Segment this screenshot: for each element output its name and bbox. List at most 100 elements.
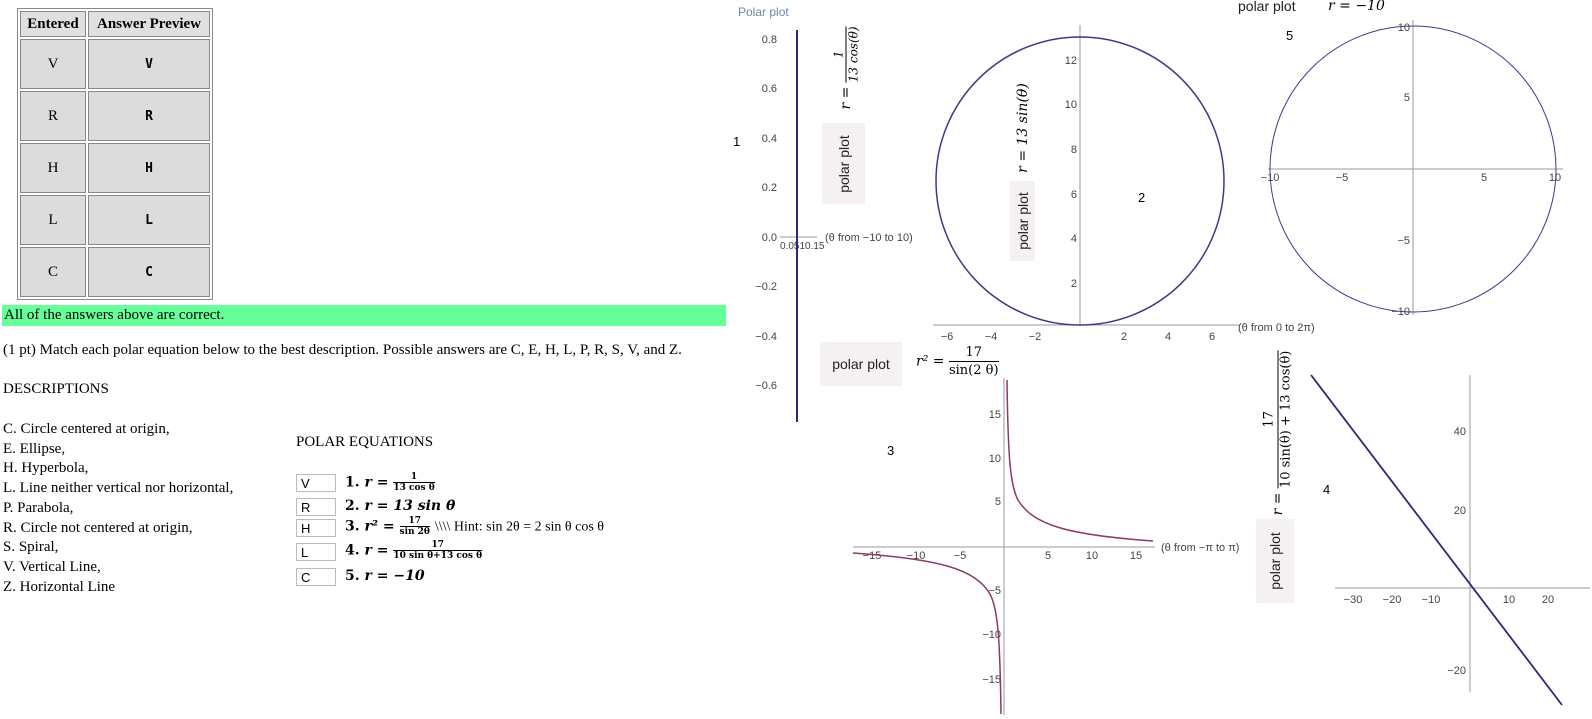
ytick: −15 bbox=[982, 674, 1001, 686]
plot-1-yticks: 0.8 0.6 0.4 0.2 0.0 −0.2 −0.4 −0.6 bbox=[755, 34, 777, 392]
answer-input-3[interactable]: H bbox=[296, 519, 336, 537]
description-item: C. Circle centered at origin, bbox=[3, 421, 170, 437]
plot-4: 40 20 −20 −30 −20 −10 10 20 bbox=[1310, 374, 1590, 706]
fraction-denominator: sin(2 θ) bbox=[948, 363, 999, 378]
plot-2: 12 10 8 6 4 2 −6 −4 −2 2 4 6 (θ from 0 t… bbox=[933, 25, 1315, 343]
xtick: −15 bbox=[863, 550, 882, 562]
answer-input-1[interactable]: V bbox=[296, 474, 336, 492]
ytick: −10 bbox=[1391, 306, 1410, 318]
xtick: −4 bbox=[985, 331, 998, 343]
entered-cell: L bbox=[20, 195, 86, 245]
equation-number: 3. bbox=[345, 518, 360, 535]
fraction-denominator: 10 sin θ+13 cos θ bbox=[393, 551, 483, 561]
plot-number-5: 5 bbox=[1286, 28, 1294, 43]
xtick: 20 bbox=[1542, 594, 1554, 606]
xtick: −6 bbox=[941, 331, 954, 343]
polar-plot-button-4[interactable]: polar plot bbox=[1256, 519, 1294, 603]
ytick: 0.8 bbox=[762, 34, 777, 46]
plot-2-xticks: −6 −4 −2 2 4 6 bbox=[941, 331, 1215, 343]
xtick: 15 bbox=[1130, 550, 1142, 562]
plot-5-equation: r = −10 bbox=[1328, 0, 1385, 14]
equation-lhs: r = bbox=[1269, 492, 1286, 515]
fraction-denominator: 13 cos θ bbox=[393, 483, 435, 493]
curve-hyperbola-lower bbox=[852, 552, 1002, 715]
equation-number: 2. bbox=[345, 498, 360, 514]
plot-number-2: 2 bbox=[1138, 190, 1146, 205]
xtick: 10 bbox=[1503, 594, 1515, 606]
ytick: 0.4 bbox=[762, 133, 777, 145]
description-item: Z. Horizontal Line bbox=[3, 578, 116, 595]
ytick: 5 bbox=[1404, 92, 1410, 104]
ytick: −5 bbox=[1397, 235, 1410, 247]
ytick: 4 bbox=[1071, 233, 1077, 245]
equation-2: 2. r = 13 sin θ bbox=[345, 498, 455, 514]
xtick: −10 bbox=[1422, 594, 1441, 606]
plot-5-yticks: 10 5 −5 −10 bbox=[1391, 22, 1410, 318]
description-item: H. Hyperbola, bbox=[3, 460, 89, 477]
equation-fraction: 1 13 cos θ bbox=[393, 472, 435, 493]
xtick: 10 bbox=[1086, 550, 1098, 562]
fraction-numerator: 17 bbox=[1261, 350, 1278, 488]
equation-number: 1. bbox=[345, 474, 360, 491]
ytick: 20 bbox=[1454, 505, 1466, 517]
plot-5: 10 5 −5 −10 −10 −5 5 10 bbox=[1261, 20, 1563, 318]
xtick: −30 bbox=[1344, 594, 1363, 606]
polar-plot-button-3[interactable]: polar plot bbox=[820, 342, 902, 386]
plot-4-equation: r = 17 10 sin(θ) + 13 cos(θ) bbox=[1255, 350, 1300, 515]
ytick: −20 bbox=[1447, 665, 1466, 677]
ytick: 5 bbox=[995, 496, 1001, 508]
polar-plot-button-5[interactable]: polar plot bbox=[1230, 0, 1304, 14]
ytick: 0.2 bbox=[762, 182, 777, 194]
xtick: −10 bbox=[1261, 172, 1280, 184]
polar-plot-button-2[interactable]: polar plot bbox=[1010, 181, 1035, 261]
xtick: 5 bbox=[1481, 172, 1487, 184]
preview-cell: L bbox=[88, 195, 210, 245]
polar-plot-button-1[interactable]: polar plot bbox=[822, 123, 865, 204]
curve-circle bbox=[1269, 25, 1557, 313]
ytick: 10 bbox=[1065, 99, 1077, 111]
answer-input-5[interactable]: C bbox=[296, 568, 336, 586]
descriptions-title: DESCRIPTIONS bbox=[3, 381, 109, 397]
button-label: polar plot bbox=[1014, 192, 1031, 250]
equation-lhs: r = −10 bbox=[364, 568, 425, 584]
plot-3-equation: r² = 17 sin(2 θ) bbox=[916, 344, 999, 379]
plot-3-xticks: −15 −10 −5 5 10 15 bbox=[863, 550, 1142, 562]
hint-text: \\\\ Hint: sin 2θ = 2 sin θ cos θ bbox=[434, 519, 605, 535]
answer-input-4[interactable]: L bbox=[296, 543, 336, 561]
descriptions-list: C. Circle centered at origin, E. Ellipse… bbox=[3, 420, 233, 597]
equation-lhs: r = 13 sin θ bbox=[364, 498, 456, 514]
equation-number: 4. bbox=[345, 542, 360, 559]
entered-cell: V bbox=[20, 39, 86, 89]
fraction-numerator: 17 bbox=[948, 344, 999, 362]
ytick: −0.4 bbox=[755, 331, 777, 343]
entered-cell: R bbox=[20, 91, 86, 141]
preview-cell: R bbox=[88, 91, 210, 141]
curve-hyperbola-upper bbox=[1006, 379, 1154, 542]
curve-line bbox=[1310, 374, 1563, 706]
xtick: 6 bbox=[1209, 331, 1215, 343]
equation-lhs: r = bbox=[364, 474, 389, 491]
header-answer-preview: Answer Preview bbox=[88, 11, 210, 37]
equation-lhs: r = bbox=[838, 86, 854, 110]
header-entered: Entered bbox=[20, 11, 86, 37]
plot-1: 0.8 0.6 0.4 0.2 0.0 −0.2 −0.4 −0.6 0.051… bbox=[755, 30, 913, 422]
equation-4: 4. r = 17 10 sin θ+13 cos θ bbox=[345, 540, 483, 561]
description-item: P. Parabola, bbox=[3, 499, 74, 516]
answer-input-2[interactable]: R bbox=[296, 498, 336, 516]
theta-range: (θ from 0 to 2π) bbox=[1238, 322, 1315, 334]
ytick: 15 bbox=[989, 409, 1001, 421]
fraction-denominator: 13 cos(θ) bbox=[846, 25, 861, 82]
xtick: 2 bbox=[1121, 331, 1127, 343]
equation-fraction: 17 sin 2θ bbox=[399, 516, 430, 537]
problem-prompt: (1 pt) Match each polar equation below t… bbox=[3, 342, 682, 358]
equations-title: POLAR EQUATIONS bbox=[296, 434, 434, 450]
plot-3-yticks: 15 10 5 −5 −10 −15 bbox=[982, 409, 1001, 686]
fraction-numerator: 1 bbox=[393, 472, 435, 483]
curve-circle bbox=[935, 36, 1225, 326]
plot-5-xticks: −10 −5 5 10 bbox=[1261, 172, 1561, 184]
